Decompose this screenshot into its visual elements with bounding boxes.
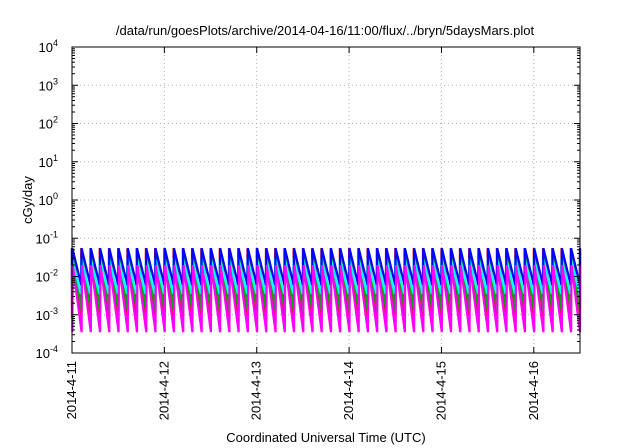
series-line — [70, 264, 582, 333]
x-tick-label: 2014-4-11 — [64, 361, 79, 419]
y-axis-ticks: 104 103 102 101 100 10-1 10-2 10-3 10-4 — [36, 38, 580, 361]
y-tick-label: 104 — [39, 38, 58, 55]
y-tick-label: 10-4 — [36, 344, 58, 361]
y-tick-label: 10-1 — [36, 229, 58, 246]
x-axis-ticks: 2014-4-11 2014-4-12 2014-4-13 2014-4-14 2014… — [64, 47, 541, 420]
x-tick-label: 2014-4-12 — [156, 361, 171, 420]
y-axis-label: cGy/day — [20, 176, 35, 224]
x-axis-label: Coordinated Universal Time (UTC) — [226, 430, 425, 445]
y-tick-label: 102 — [39, 115, 58, 132]
x-tick-label: 2014-4-16 — [526, 361, 541, 420]
y-tick-label: 10-2 — [36, 268, 58, 285]
chart-title: /data/run/goesPlots/archive/2014-04-16/1… — [116, 23, 535, 38]
y-tick-label: 10-3 — [36, 306, 58, 323]
x-tick-label: 2014-4-13 — [249, 361, 264, 420]
x-tick-label: 2014-4-15 — [433, 361, 448, 420]
y-tick-label: 103 — [39, 76, 58, 93]
y-tick-label: 101 — [39, 153, 58, 170]
data-series — [70, 247, 582, 333]
y-tick-label: 100 — [39, 191, 58, 208]
x-tick-label: 2014-4-14 — [341, 361, 356, 420]
